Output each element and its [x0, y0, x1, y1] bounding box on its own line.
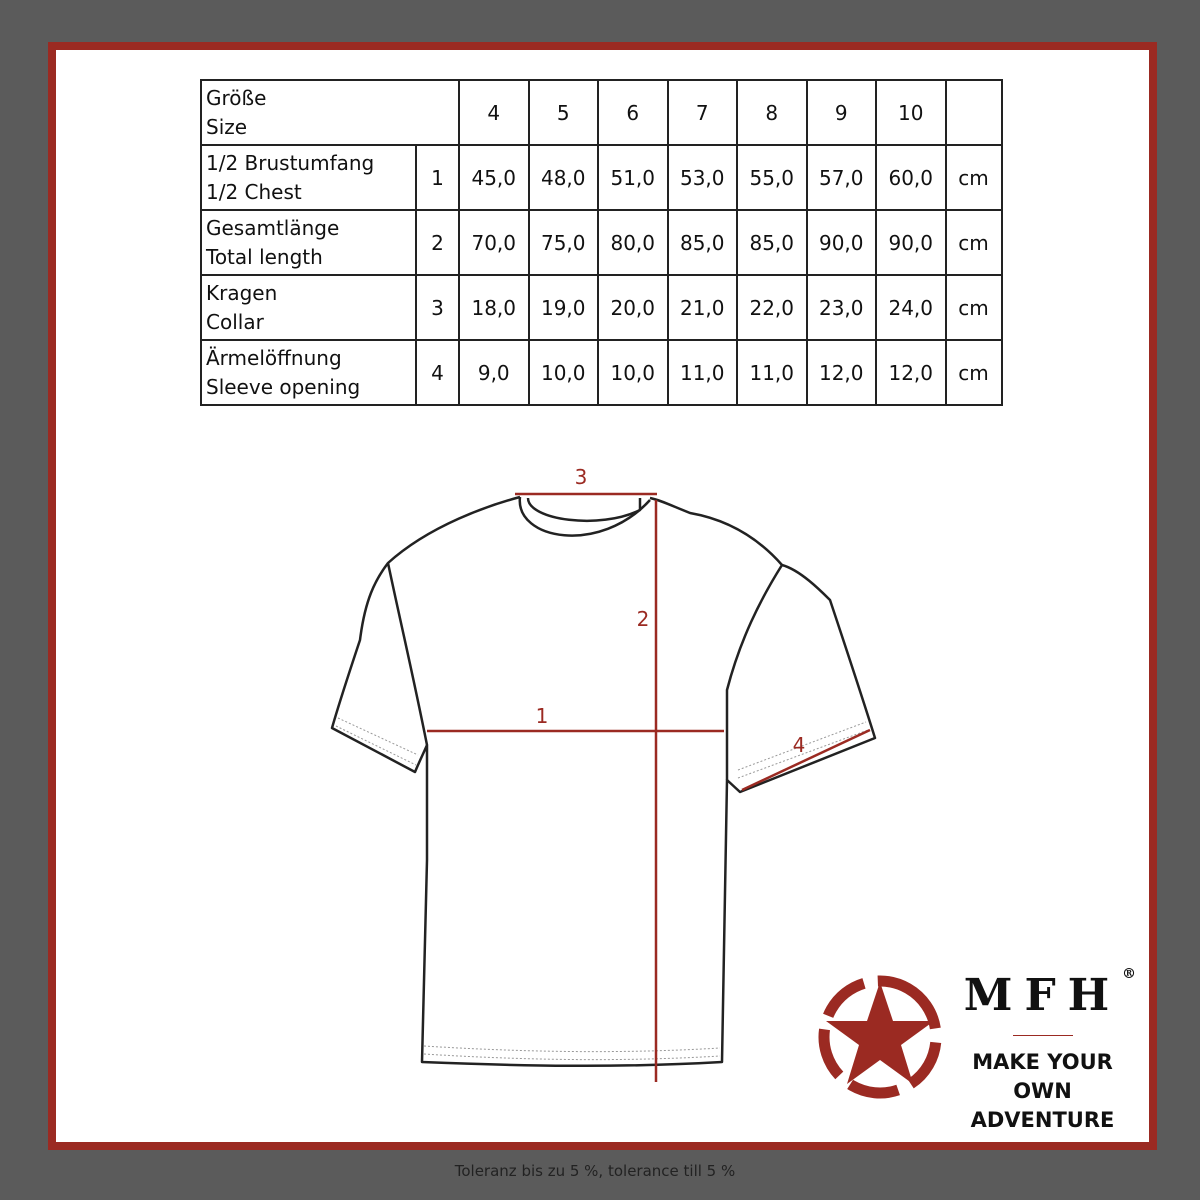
value-cell: 24,0: [875, 274, 947, 341]
marker-number-cell: 3: [415, 274, 460, 341]
measure-label-cell: Kragen Collar: [200, 274, 417, 341]
value-cell: 12,0: [805, 339, 877, 406]
value-cell: 60,0: [875, 144, 947, 211]
value-cell: 90,0: [805, 209, 877, 276]
label-de: Kragen: [206, 280, 278, 305]
label-en: Total length: [206, 244, 323, 269]
value-cell: 45,0: [458, 144, 530, 211]
tolerance-note: Toleranz bis zu 5 %, tolerance till 5 %: [454, 1162, 736, 1180]
measure-lines: [427, 492, 871, 1082]
value-cell: 9,0: [458, 339, 530, 406]
label-en: 1/2 Chest: [206, 179, 302, 204]
mfh-logo: MFH ® MAKE YOUR OWN ADVENTURE: [945, 966, 1140, 1135]
value-cell: 48,0: [527, 144, 599, 211]
size-header-cell: Größe Size: [200, 79, 460, 146]
value-cell: 85,0: [736, 209, 808, 276]
size-cell: 10: [875, 79, 947, 146]
table-row: Ärmelöffnung Sleeve opening 4 9,0 10,0 10,0 11…: [200, 339, 1003, 406]
label-en: Sleeve opening: [206, 374, 361, 399]
header-label-de: Größe: [206, 85, 267, 110]
measure-line-sleeve: [741, 728, 871, 792]
registered-mark: ®: [1122, 966, 1136, 982]
header-label-en: Size: [206, 114, 248, 139]
value-cell: 55,0: [736, 144, 808, 211]
value-cell: 90,0: [875, 209, 947, 276]
star-logo-icon: [818, 975, 942, 1099]
marker-number-cell: 2: [415, 209, 460, 276]
table-row: Kragen Collar 3 18,0 19,0 20,0 21,0 22,0 23,0 24,…: [200, 274, 1003, 341]
value-cell: 11,0: [666, 339, 738, 406]
marker-2: 2: [637, 607, 650, 631]
marker-number-cell: 1: [415, 144, 460, 211]
stitching: [335, 717, 869, 1061]
brand-name: MFH ®: [945, 966, 1140, 1021]
value-cell: 10,0: [597, 339, 669, 406]
size-cell: 9: [805, 79, 877, 146]
value-cell: 19,0: [527, 274, 599, 341]
value-cell: 23,0: [805, 274, 877, 341]
size-cell: 5: [527, 79, 599, 146]
value-cell: 11,0: [736, 339, 808, 406]
size-cell: 4: [458, 79, 530, 146]
measure-label-cell: 1/2 Brustumfang 1/2 Chest: [200, 144, 417, 211]
value-cell: 10,0: [527, 339, 599, 406]
size-cell: 8: [736, 79, 808, 146]
unit-cell: cm: [944, 339, 1003, 406]
value-cell: 51,0: [597, 144, 669, 211]
measure-label-cell: Ärmelöffnung Sleeve opening: [200, 339, 417, 406]
size-table: Größe Size 4 5 6 7 8 9 10 1/2 Brustumfang…: [200, 79, 1003, 406]
value-cell: 20,0: [597, 274, 669, 341]
value-cell: 53,0: [666, 144, 738, 211]
value-cell: 75,0: [527, 209, 599, 276]
tshirt-outline: [330, 495, 877, 1068]
value-cell: 18,0: [458, 274, 530, 341]
marker-4: 4: [793, 733, 806, 757]
value-cell: 70,0: [458, 209, 530, 276]
slogan: MAKE YOUR OWN ADVENTURE: [945, 1048, 1140, 1135]
brand-text: MFH: [963, 970, 1122, 1021]
value-cell: 85,0: [666, 209, 738, 276]
value-cell: 22,0: [736, 274, 808, 341]
size-cell: 6: [597, 79, 669, 146]
marker-number-cell: 4: [415, 339, 460, 406]
slogan-line-2: ADVENTURE: [970, 1108, 1115, 1132]
size-cell: 7: [666, 79, 738, 146]
label-de: Gesamtlänge: [206, 215, 340, 240]
value-cell: 57,0: [805, 144, 877, 211]
unit-cell: cm: [944, 274, 1003, 341]
table-row: Gesamtlänge Total length 2 70,0 75,0 80,0 85,0…: [200, 209, 1003, 276]
label-de: Ärmelöffnung: [206, 345, 342, 370]
value-cell: 12,0: [875, 339, 947, 406]
logo-divider: [1012, 1035, 1073, 1036]
table-header-row: Größe Size 4 5 6 7 8 9 10: [200, 79, 1003, 146]
empty-cell: [944, 79, 1003, 146]
value-cell: 21,0: [666, 274, 738, 341]
unit-cell: cm: [944, 144, 1003, 211]
label-de: 1/2 Brustumfang: [206, 150, 375, 175]
table-row: 1/2 Brustumfang 1/2 Chest 1 45,0 48,0 51,0 53,…: [200, 144, 1003, 211]
marker-3: 3: [575, 465, 588, 489]
unit-cell: cm: [944, 209, 1003, 276]
marker-1: 1: [536, 704, 549, 728]
measure-label-cell: Gesamtlänge Total length: [200, 209, 417, 276]
value-cell: 80,0: [597, 209, 669, 276]
label-en: Collar: [206, 309, 264, 334]
slogan-line-1: MAKE YOUR OWN: [972, 1050, 1113, 1103]
